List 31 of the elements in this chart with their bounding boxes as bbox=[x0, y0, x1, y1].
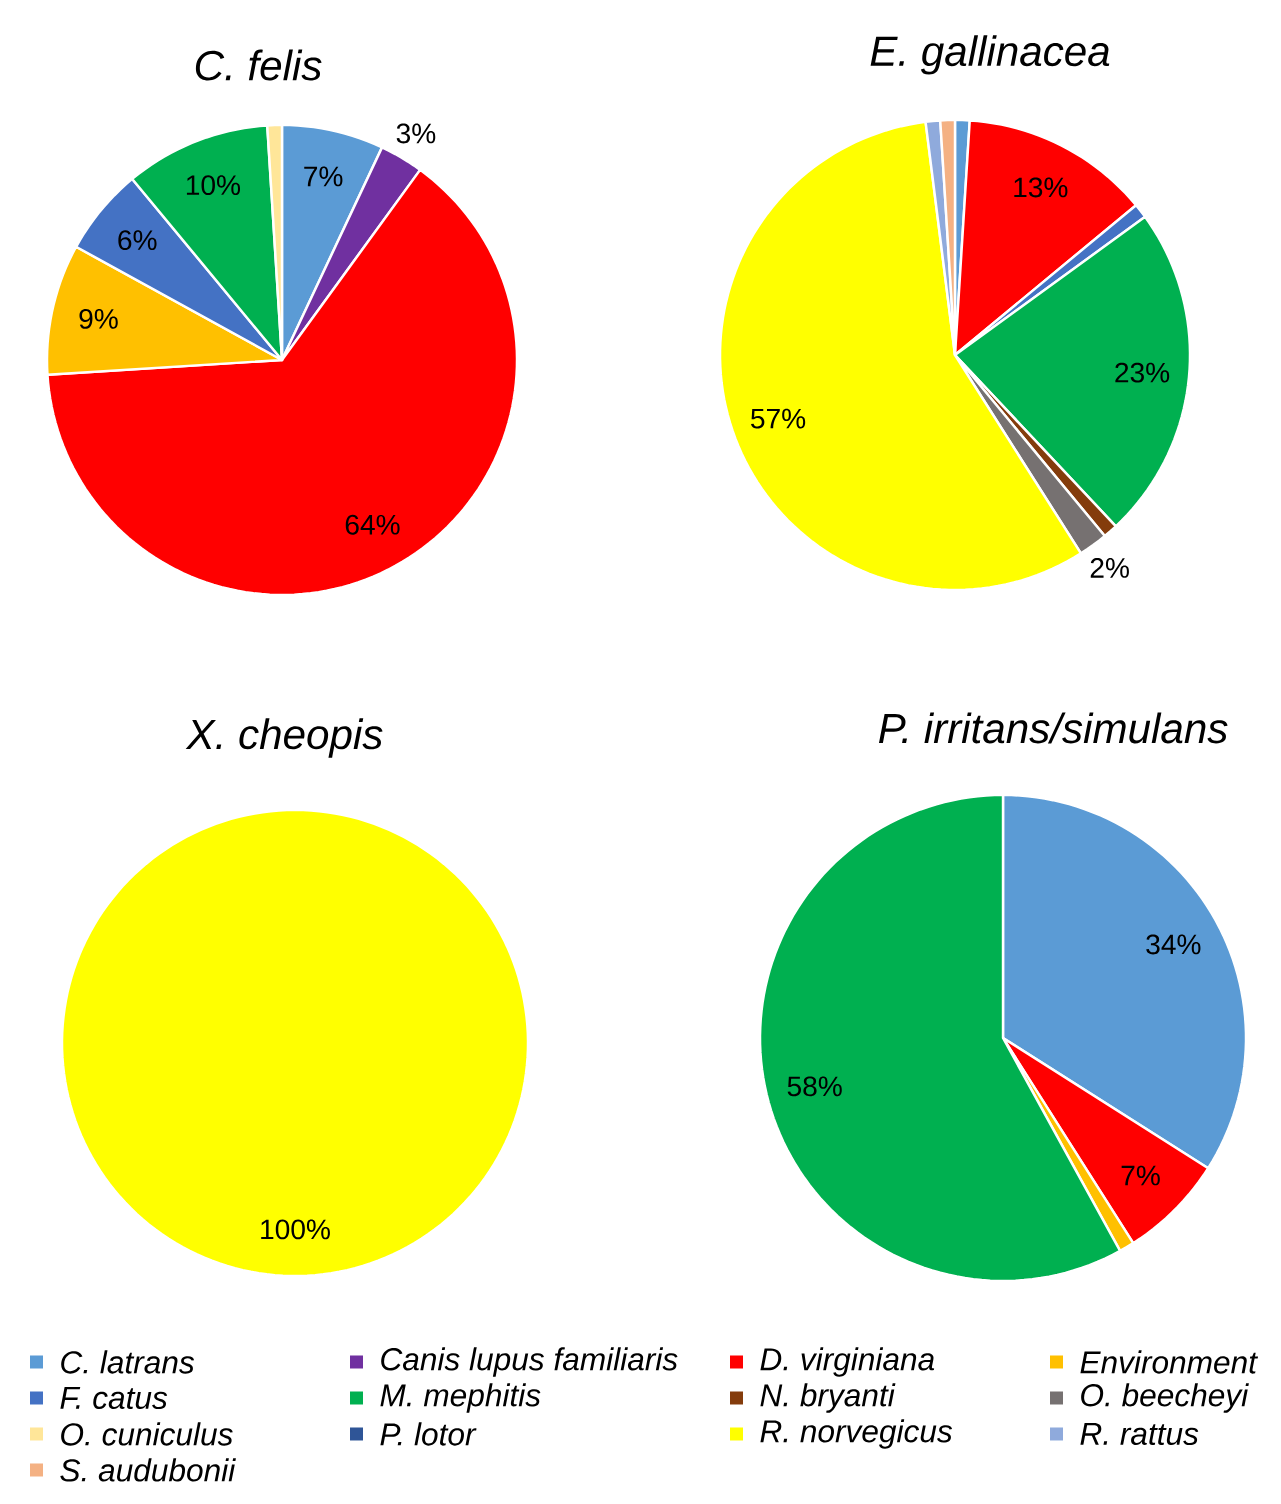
legend-label: S. audubonii bbox=[60, 1458, 236, 1482]
legend-label: R. norvegicus bbox=[760, 1419, 953, 1449]
legend-label: M. mephitis bbox=[380, 1383, 541, 1413]
data-label: 58% bbox=[787, 1076, 842, 1097]
legend-label: N. bryanti bbox=[760, 1383, 896, 1413]
chart-title: X. cheopis bbox=[185, 718, 383, 758]
data-label: 57% bbox=[751, 408, 806, 429]
legend-label: O. beecheyi bbox=[1081, 1383, 1249, 1413]
data-label: 7% bbox=[304, 166, 343, 187]
legend-label: D. virginiana bbox=[760, 1347, 935, 1377]
legend-label: R. rattus bbox=[1080, 1422, 1199, 1446]
data-label: 13% bbox=[1014, 177, 1068, 198]
data-label: 9% bbox=[79, 308, 118, 329]
data-label: 64% bbox=[345, 514, 400, 535]
legend-label: O. cuniculus bbox=[61, 1422, 233, 1446]
legend-label: P. lotor bbox=[380, 1422, 477, 1446]
chart-title: C. felis bbox=[195, 49, 322, 81]
legend-label: Environment bbox=[1080, 1350, 1259, 1374]
legend-label: C. latrans bbox=[61, 1350, 195, 1374]
data-label: 2% bbox=[1090, 558, 1129, 578]
data-label: 3% bbox=[396, 123, 436, 144]
legend-label: F. catus bbox=[60, 1386, 168, 1410]
chart-title: E. gallinacea bbox=[870, 35, 1110, 75]
data-label: 100% bbox=[261, 1219, 330, 1240]
chart-title: P. irritans/simulans bbox=[878, 712, 1228, 744]
data-label: 23% bbox=[1115, 362, 1170, 383]
data-label: 10% bbox=[186, 175, 241, 196]
data-label: 34% bbox=[1146, 934, 1201, 955]
data-label: 6% bbox=[118, 230, 157, 251]
legend-label: Canis lupus familiaris bbox=[381, 1347, 678, 1377]
data-label: 7% bbox=[1121, 1165, 1160, 1186]
